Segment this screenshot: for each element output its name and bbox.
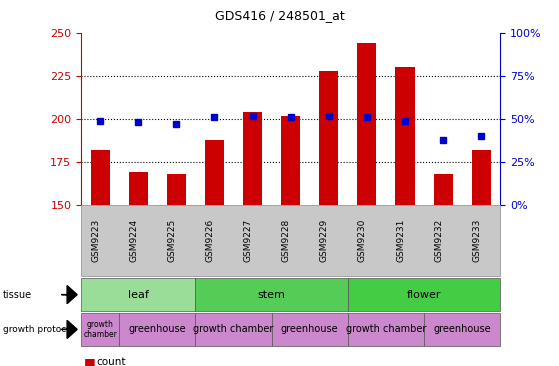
- Text: ■: ■: [84, 356, 96, 366]
- Text: GSM9227: GSM9227: [244, 219, 253, 262]
- Bar: [91, 150, 110, 205]
- Text: flower: flower: [407, 290, 441, 300]
- Text: stem: stem: [258, 290, 286, 300]
- Text: GSM9224: GSM9224: [129, 219, 138, 262]
- Text: GSM9230: GSM9230: [358, 219, 367, 262]
- Bar: [396, 67, 415, 205]
- Text: leaf: leaf: [128, 290, 149, 300]
- Text: growth
chamber: growth chamber: [83, 320, 117, 339]
- Bar: [167, 174, 186, 205]
- Bar: [243, 112, 262, 205]
- Text: GSM9226: GSM9226: [206, 219, 215, 262]
- Bar: [434, 174, 453, 205]
- Bar: [281, 116, 300, 205]
- Text: greenhouse: greenhouse: [433, 324, 491, 335]
- Text: ■: ■: [84, 365, 96, 366]
- Text: GDS416 / 248501_at: GDS416 / 248501_at: [215, 9, 344, 22]
- Text: growth chamber: growth chamber: [346, 324, 426, 335]
- Text: GSM9228: GSM9228: [282, 219, 291, 262]
- Text: growth protocol: growth protocol: [3, 325, 74, 334]
- Text: GSM9225: GSM9225: [167, 219, 176, 262]
- Text: GSM9232: GSM9232: [434, 219, 443, 262]
- Text: growth chamber: growth chamber: [193, 324, 274, 335]
- Text: GSM9231: GSM9231: [396, 219, 405, 262]
- Bar: [357, 43, 376, 205]
- Text: count: count: [96, 357, 126, 366]
- Bar: [472, 150, 491, 205]
- Text: tissue: tissue: [3, 290, 32, 300]
- Text: GSM9233: GSM9233: [472, 219, 481, 262]
- Text: GSM9223: GSM9223: [91, 219, 100, 262]
- Bar: [205, 139, 224, 205]
- Bar: [319, 71, 338, 205]
- Text: greenhouse: greenhouse: [129, 324, 186, 335]
- Text: greenhouse: greenhouse: [281, 324, 339, 335]
- Bar: [129, 172, 148, 205]
- Text: GSM9229: GSM9229: [320, 219, 329, 262]
